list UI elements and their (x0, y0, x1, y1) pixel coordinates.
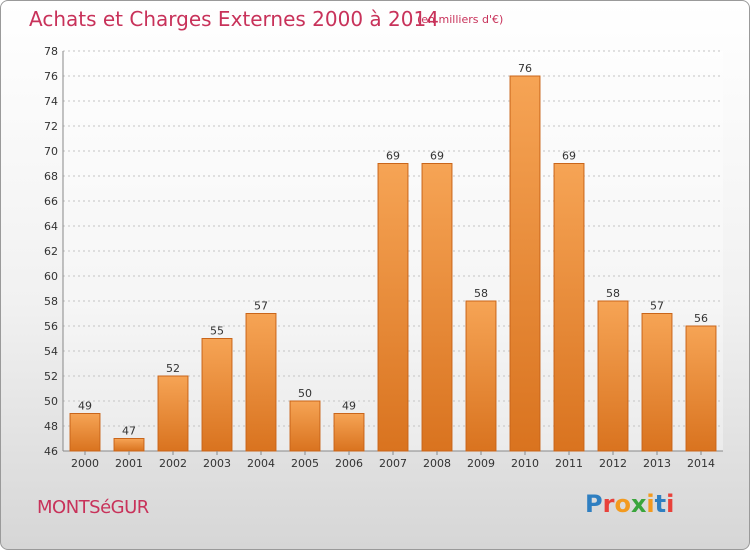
data-label: 69 (386, 150, 400, 163)
data-label: 69 (562, 150, 576, 163)
x-tick-label: 2001 (115, 457, 143, 470)
bar (597, 300, 629, 452)
bar (641, 313, 673, 452)
bar (69, 413, 101, 452)
y-tick-label: 46 (44, 445, 58, 458)
logo-letter: o (614, 490, 631, 518)
y-tick-label: 76 (44, 70, 58, 83)
y-tick-label: 68 (44, 170, 58, 183)
x-tick-label: 2012 (599, 457, 627, 470)
proxiti-logo[interactable]: Proxiti (585, 490, 674, 518)
logo-letter: i (666, 490, 675, 518)
x-tick-label: 2010 (511, 457, 539, 470)
data-label: 69 (430, 150, 444, 163)
bar (289, 400, 321, 452)
logo-letter: P (585, 490, 603, 518)
logo-letter: r (602, 490, 615, 518)
chart-title: Achats et Charges Externes 2000 à 2014 (29, 7, 439, 31)
bar (377, 163, 409, 452)
y-tick-label: 54 (44, 345, 58, 358)
bar (553, 163, 585, 452)
bar (157, 375, 189, 452)
x-tick-label: 2002 (159, 457, 187, 470)
x-tick-label: 2000 (71, 457, 99, 470)
x-tick-label: 2004 (247, 457, 275, 470)
y-tick-label: 70 (44, 145, 58, 158)
data-label: 52 (166, 362, 180, 375)
data-label: 55 (210, 325, 224, 338)
y-tick-label: 60 (44, 270, 58, 283)
data-label: 58 (474, 287, 488, 300)
data-label: 49 (342, 400, 356, 413)
bar (245, 313, 277, 452)
bar (201, 338, 233, 452)
y-tick-label: 66 (44, 195, 58, 208)
bar (421, 163, 453, 452)
bar (465, 300, 497, 452)
y-tick-label: 62 (44, 245, 58, 258)
data-label: 56 (694, 312, 708, 325)
logo-letter: i (646, 490, 655, 518)
x-tick-label: 2011 (555, 457, 583, 470)
data-label: 58 (606, 287, 620, 300)
chart-unit: (en milliers d'€) (417, 13, 504, 26)
x-tick-label: 2009 (467, 457, 495, 470)
data-label: 50 (298, 387, 312, 400)
logo-letter: t (654, 490, 667, 518)
x-tick-label: 2005 (291, 457, 319, 470)
x-tick-label: 2007 (379, 457, 407, 470)
bar (333, 413, 365, 452)
logo-letter: x (630, 490, 647, 518)
x-tick-label: 2006 (335, 457, 363, 470)
y-tick-label: 52 (44, 370, 58, 383)
commune-name: MONTSéGUR (37, 497, 149, 518)
data-label: 47 (122, 425, 136, 438)
y-tick-label: 72 (44, 120, 58, 133)
y-tick-label: 78 (44, 45, 58, 58)
data-label: 57 (650, 300, 664, 313)
data-label: 49 (78, 400, 92, 413)
x-tick-label: 2008 (423, 457, 451, 470)
data-label: 76 (518, 62, 532, 75)
y-tick-label: 74 (44, 95, 58, 108)
x-tick-label: 2013 (643, 457, 671, 470)
bar (685, 325, 717, 452)
y-tick-label: 58 (44, 295, 58, 308)
y-tick-label: 50 (44, 395, 58, 408)
y-tick-label: 56 (44, 320, 58, 333)
y-tick-label: 48 (44, 420, 58, 433)
x-tick-label: 2014 (687, 457, 715, 470)
x-tick-label: 2003 (203, 457, 231, 470)
bar (509, 75, 541, 452)
data-label: 57 (254, 300, 268, 313)
bar (113, 438, 145, 452)
y-tick-label: 64 (44, 220, 58, 233)
